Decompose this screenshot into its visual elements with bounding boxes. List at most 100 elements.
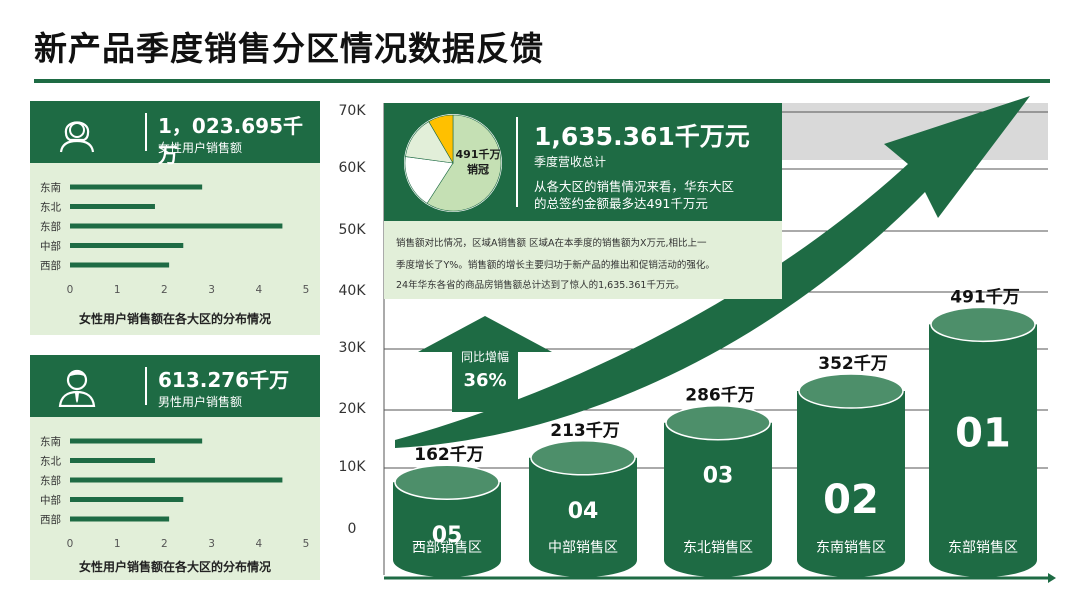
title-divider <box>34 79 1050 83</box>
male-chart-category-label: 东南 <box>40 435 61 448</box>
female-chart-bar <box>70 204 155 209</box>
male-sales-amount: 613.276千万 <box>158 368 290 392</box>
female-user-icon <box>59 121 95 153</box>
share-pie-chart <box>404 114 502 212</box>
total-revenue-value: 1,635.361千万元 <box>534 122 750 151</box>
cylinder-bar <box>529 457 637 577</box>
female-chart-category-label: 东北 <box>40 201 61 214</box>
female-chart-x-tick: 0 <box>67 284 74 296</box>
sales-note-box: 销售额对比情况，区域A销售额 区域A在本季度的销售额为X万元,相比上一 季度增长… <box>384 221 782 299</box>
cylinder-category-label: 东南销售区 <box>816 540 886 556</box>
y-axis-tick: 30K <box>338 340 366 356</box>
pie-value-label: 491千万 <box>455 148 501 161</box>
cylinder-bar <box>664 422 772 577</box>
male-panel-header: 613.276千万 男性用户销售额 <box>30 355 320 417</box>
header-separator <box>145 113 147 151</box>
cylinder-top <box>665 404 771 441</box>
male-chart-category-label: 东部 <box>40 474 61 487</box>
pie-slice <box>428 114 454 165</box>
male-chart-x-tick: 5 <box>303 538 310 550</box>
female-panel-header: 1，023.695千万 女性用户销售额 <box>30 101 320 167</box>
revenue-description-line: 的总签约金额最多达491千万元 <box>534 196 708 211</box>
header-separator <box>145 367 147 405</box>
pie-caption-label: 销冠 <box>467 163 489 176</box>
cylinder-rank-label: 03 <box>703 464 734 489</box>
female-chart-category-label: 中部 <box>40 240 61 253</box>
cylinder-top <box>930 306 1036 343</box>
male-chart-x-tick: 4 <box>255 538 262 550</box>
cylinder-value-label: 286千万 <box>685 386 755 406</box>
cylinder-value-label: 352千万 <box>818 354 888 374</box>
total-revenue-label: 季度营收总计 <box>534 155 607 169</box>
female-chart-category-label: 东南 <box>40 181 61 194</box>
x-axis-arrow-icon <box>1048 573 1056 583</box>
pie-center-label: 491千万 销冠 <box>453 147 503 177</box>
male-sales-panel: 613.276千万 男性用户销售额 东南 东北 东部 中部 西部 0 1 2 3 4 5 女性用户销… <box>30 355 320 580</box>
revenue-description-line: 从各大区的销售情况来看，华东大区 <box>534 179 735 194</box>
female-chart-bar <box>70 184 203 190</box>
female-chart-x-tick: 3 <box>208 284 215 296</box>
female-chart-category-label: 西部 <box>40 259 61 272</box>
female-sales-amount: 1，023.695千万 <box>158 114 304 167</box>
cylinder-category-label: 西部销售区 <box>412 540 482 556</box>
female-chart-bar <box>70 262 170 268</box>
male-chart-bar <box>70 458 155 463</box>
y-axis-tick: 10K <box>338 459 366 475</box>
page-title: 新产品季度销售分区情况数据反馈 <box>34 29 544 68</box>
cylinder-top <box>798 373 904 409</box>
y-axis-tick: 60K <box>338 160 366 176</box>
female-chart-x-tick: 2 <box>161 284 168 296</box>
cylinder-top <box>394 464 500 500</box>
box-separator <box>516 117 518 207</box>
cylinder-bar <box>929 324 1037 577</box>
male-chart-caption: 女性用户销售额在各大区的分布情况 <box>78 560 271 574</box>
female-chart-bar <box>70 223 283 229</box>
note-line: 24年华东各省的商品房销售额总计达到了惊人的1,635.361千万元。 <box>396 280 685 291</box>
male-chart-bar <box>70 438 203 444</box>
male-user-icon <box>58 369 96 407</box>
growth-arrow-icon <box>395 96 1030 448</box>
pie-slice <box>404 156 454 204</box>
cylinder-category-label: 东部销售区 <box>948 540 1018 556</box>
cylinder-bar <box>797 391 905 577</box>
total-revenue-box: 491千万 销冠 1,635.361千万元 季度营收总计 从各大区的销售情况来看… <box>384 103 782 221</box>
cylinder-category-label: 中部销售区 <box>548 540 618 556</box>
female-chart-caption: 女性用户销售额在各大区的分布情况 <box>78 312 271 326</box>
y-axis-tick: 40K <box>338 283 366 299</box>
male-chart-x-tick: 1 <box>114 538 121 550</box>
cylinder-rank-label: 05 <box>432 523 463 548</box>
pie-slice <box>426 114 502 212</box>
growth-up-arrow-icon <box>418 316 552 412</box>
female-chart-x-tick: 5 <box>303 284 310 296</box>
female-chart-bar <box>70 243 184 248</box>
male-chart-x-tick: 2 <box>161 538 168 550</box>
male-sales-label: 男性用户销售额 <box>158 395 243 409</box>
y-axis-tick: 70K <box>338 103 366 119</box>
y-axis-tick: 0 <box>347 521 357 537</box>
male-chart-bar <box>70 497 184 502</box>
female-chart-x-tick: 4 <box>255 284 262 296</box>
cylinder-bar <box>393 482 501 577</box>
female-chart-x-tick: 1 <box>114 284 121 296</box>
cylinder-value-label: 213千万 <box>550 421 620 441</box>
note-line: 季度增长了Y%。销售额的增长主要归功于新产品的推出和促销活动的强化。 <box>396 260 715 271</box>
cylinder-rank-label: 02 <box>823 477 879 523</box>
cylinder-rank-label: 01 <box>955 410 1011 456</box>
female-sales-panel: 1，023.695千万 女性用户销售额 东南东北东部中部西部 0 1 2 3 4 5 女性用… <box>30 101 320 335</box>
cylinder-rank-label: 04 <box>568 499 599 524</box>
female-chart-category-label: 东部 <box>40 220 61 233</box>
male-chart-category-label: 东北 <box>40 455 61 468</box>
cylinder-value-label: 162千万 <box>414 445 484 465</box>
male-chart-category-label: 中部 <box>40 494 61 507</box>
y-axis-tick: 20K <box>338 401 366 417</box>
male-chart-category-label: 西部 <box>40 513 61 526</box>
note-line: 销售额对比情况，区域A销售额 区域A在本季度的销售额为X万元,相比上一 <box>396 238 707 249</box>
growth-value: 36% <box>463 370 507 391</box>
male-chart-x-tick: 0 <box>67 538 74 550</box>
male-chart-bar <box>70 516 170 522</box>
cylinder-category-label: 东北销售区 <box>683 540 753 556</box>
male-chart-bar <box>70 477 283 483</box>
